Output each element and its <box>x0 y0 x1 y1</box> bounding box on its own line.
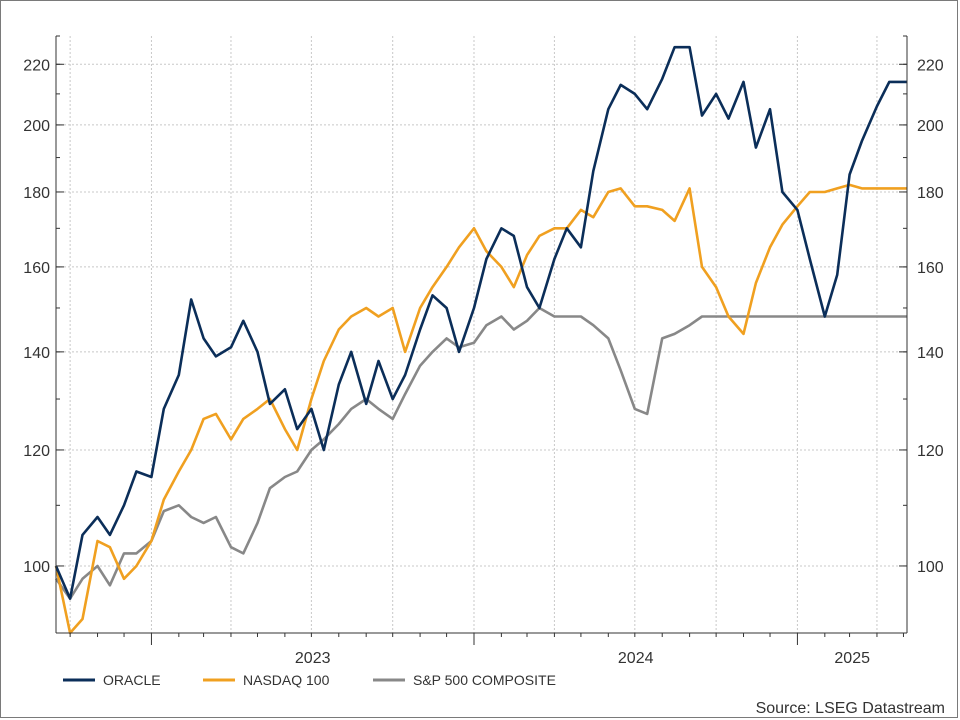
y-tick-label-right: 180 <box>917 185 944 202</box>
y-tick-label-right: 140 <box>917 345 944 362</box>
y-tick-label-right: 160 <box>917 260 944 277</box>
axes: 100 100 120 120 140 140 160 160 180 180 200 200 220 2… <box>23 35 944 667</box>
legend-label-nasdaq-100: NASDAQ 100 <box>243 672 330 688</box>
series-line-nasdaq-100 <box>54 183 907 635</box>
source-label: Source: LSEG Datastream <box>756 700 945 717</box>
y-tick-label-right: 220 <box>917 57 944 74</box>
series-line-oracle <box>54 45 907 600</box>
y-tick-label-left: 160 <box>23 260 50 277</box>
x-tick-label: 2024 <box>618 650 654 667</box>
grid <box>56 36 907 633</box>
y-tick-label-left: 200 <box>23 118 50 135</box>
legend: ORACLE NASDAQ 100 S&P 500 COMPOSITE <box>63 672 556 688</box>
y-tick-label-left: 120 <box>23 443 50 460</box>
y-tick-label-right: 100 <box>917 559 944 576</box>
series-line-s-p-500-composite <box>54 306 907 600</box>
y-tick-label-left: 140 <box>23 345 50 362</box>
y-tick-label-left: 100 <box>23 559 50 576</box>
y-tick-label-left: 180 <box>23 185 50 202</box>
y-tick-label-right: 120 <box>917 443 944 460</box>
y-tick-label-left: 220 <box>23 57 50 74</box>
legend-label-oracle: ORACLE <box>103 672 161 688</box>
x-tick-label: 2025 <box>834 650 870 667</box>
series-lines <box>54 45 907 635</box>
x-tick-label: 2023 <box>295 650 331 667</box>
legend-label-s-p-500-composite: S&P 500 COMPOSITE <box>413 672 556 688</box>
y-tick-label-right: 200 <box>917 118 944 135</box>
